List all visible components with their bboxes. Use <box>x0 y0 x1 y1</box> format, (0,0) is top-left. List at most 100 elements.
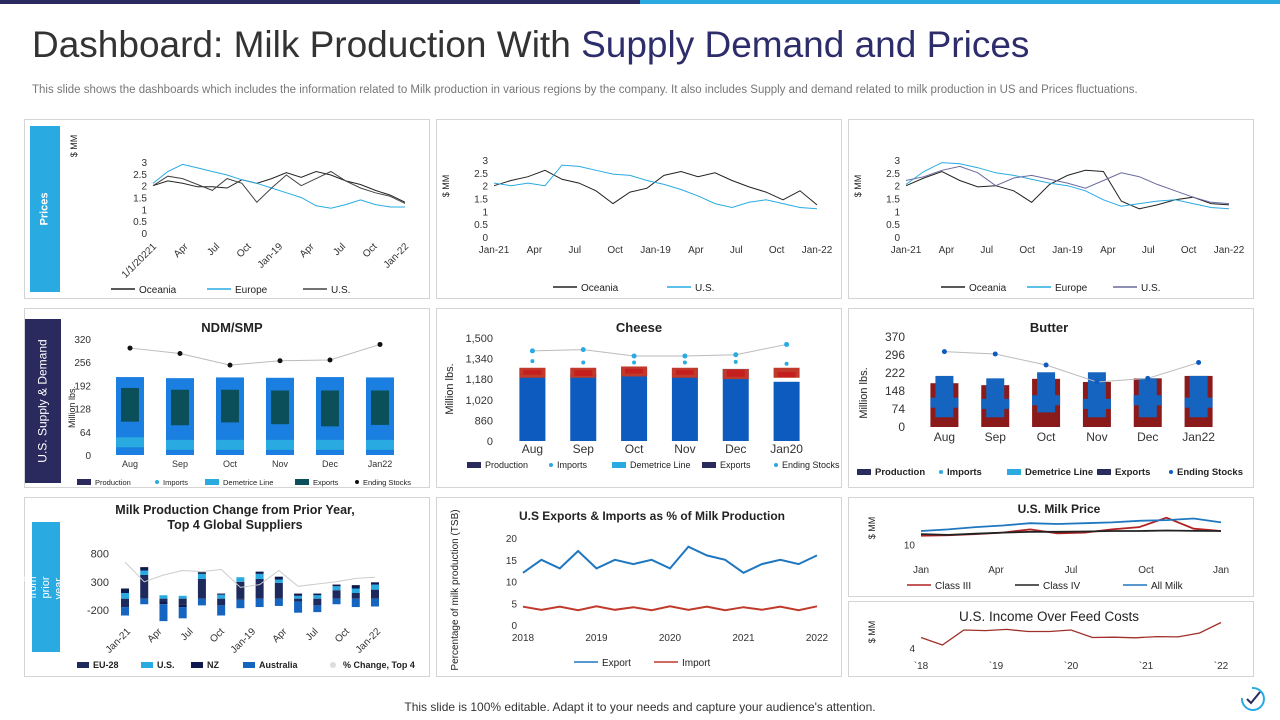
y-tick-label: 148 <box>885 384 905 398</box>
y-tick-label: 222 <box>885 366 905 380</box>
volume-bar-nz <box>140 567 149 571</box>
series-line-all-milk <box>920 517 1222 532</box>
demetrice-line-band <box>166 439 194 450</box>
prices-chart-2: 0 0.5 11.5 2 2.5 3 $ MM Jan-21 Apr Jul Oct Jan-19 Ap… <box>441 156 833 294</box>
exports-bar <box>271 390 289 425</box>
y-tick-label: 1 <box>482 207 488 218</box>
volume-bar-australia <box>159 604 168 622</box>
x-tick-label: 1/1/20221 <box>120 241 160 281</box>
x-tick-label: Jul <box>568 245 581 256</box>
legend-label: Ending Stocks <box>363 478 411 487</box>
prices-chart-3: 0 0.5 11.5 2 2.5 3 $ MM Jan-21 Apr Jul Oct Jan-19 Ap… <box>853 156 1245 294</box>
milk-price-chart: 10 $ MM Jan Apr Jul Oct Jan Class III Class IV Al… <box>867 516 1229 592</box>
volume-bar-nz <box>371 582 379 585</box>
volume-bar-nz <box>159 602 168 605</box>
volume-bar-eu-28 <box>140 575 149 599</box>
ending-stocks-marker <box>1196 360 1202 366</box>
imports-marker <box>632 360 637 365</box>
x-tick-label: Dec <box>322 459 339 469</box>
x-tick-label: Dec <box>725 442 746 456</box>
volume-bar-australia <box>313 605 322 613</box>
legend-swatch <box>1007 469 1021 475</box>
x-tick-label: Jan-19 <box>1052 245 1083 256</box>
series-line-oceania <box>152 170 406 203</box>
legend-label: Oceania <box>581 283 619 294</box>
legend-label: Imports <box>163 478 188 487</box>
ndm-panel: U.S. Supply & Demand NDM/SMP 0 64 128 192 25… <box>24 308 430 488</box>
legend-label: U.S. <box>1141 283 1160 294</box>
volume-bar-nz <box>351 585 360 589</box>
y-tick-label: 256 <box>74 358 91 369</box>
volume-bar-nz <box>274 576 283 580</box>
x-tick-label: 2019 <box>585 633 608 644</box>
y-tick-label: 296 <box>885 348 905 362</box>
x-tick-label: Sep <box>573 442 595 456</box>
exports-imports-chart: 0 5 10 15 20 Percentage of milk production (T… <box>450 509 829 670</box>
x-tick-label: 2022 <box>806 633 829 644</box>
x-tick-label: Apr <box>271 626 290 645</box>
volume-bar-u-s- <box>159 595 168 599</box>
x-tick-label: Jan-21 <box>891 245 922 256</box>
exports-bar <box>986 378 1005 418</box>
legend-swatch <box>77 662 89 668</box>
exports-imports-panel: U.S Exports & Imports as % of Milk Produ… <box>436 497 842 677</box>
ending-stocks-marker <box>377 341 383 347</box>
exports-bar <box>675 370 694 375</box>
x-tick-label: Jan-22 <box>354 626 384 656</box>
volume-bar-nz <box>332 584 341 587</box>
production-bar <box>519 368 546 441</box>
volume-bar-eu-28 <box>236 581 245 599</box>
x-tick-label: Oct <box>333 626 352 645</box>
legend-swatch <box>141 662 153 668</box>
y-tick-label: 860 <box>475 415 493 427</box>
exports-bar <box>777 372 796 378</box>
exports-bar <box>1138 378 1157 418</box>
x-tick-label: Oct <box>361 241 380 260</box>
ending-stocks-marker <box>1043 362 1049 368</box>
y-tick-label: 2 <box>141 182 147 193</box>
volume-bar-nz <box>178 604 187 608</box>
y-tick-label: 128 <box>74 405 91 416</box>
y-tick-label: 74 <box>892 402 906 416</box>
ending-stocks-marker <box>784 341 790 347</box>
y-axis-label: $ MM <box>867 517 877 540</box>
butter-chart: 0 74 148 222 296 370 Million lbs. Aug Sep Oct Nov D… <box>857 330 1243 478</box>
income-feed-panel: U.S. Income Over Feed Costs 4 $ MM `18 `19 `… <box>848 601 1254 677</box>
legend-swatch <box>1097 469 1111 475</box>
exports-bar <box>221 389 239 423</box>
footer-note: This slide is 100% editable. Adapt it to… <box>404 700 876 714</box>
ending-stocks-marker <box>177 351 183 356</box>
page-title: Dashboard: Milk Production With Supply D… <box>32 24 1030 65</box>
x-tick-label: Nov <box>1086 430 1107 444</box>
volume-bar-eu-28 <box>255 578 264 599</box>
ending-stocks-marker <box>127 345 133 351</box>
y-tick-label: 0 <box>894 233 900 244</box>
x-tick-label: Jul <box>980 245 993 256</box>
x-tick-label: Jan-21 <box>479 245 510 256</box>
y-tick-label: 1.5 <box>886 195 900 206</box>
imports-marker <box>784 361 789 366</box>
exports-bar <box>1037 372 1056 413</box>
y-axis-label: Million lbs. <box>67 386 77 428</box>
x-tick-label: Dec <box>1137 430 1158 444</box>
legend-label: Australia <box>259 660 299 670</box>
income-feed-title: U.S. Income Over Feed Costs <box>959 609 1140 624</box>
x-tick-label: Apr <box>988 565 1004 576</box>
volume-bar-eu-28 <box>332 590 341 599</box>
series-line-oceania <box>493 169 818 206</box>
x-tick-label: Jul <box>1065 565 1078 576</box>
y-tick-label: 4 <box>909 644 915 655</box>
legend-label: % Change, Top 4 <box>343 660 415 670</box>
volume-bar-u-s- <box>313 595 322 599</box>
y-tick-label: 2.5 <box>886 169 900 180</box>
y-tick-label: 370 <box>885 330 905 344</box>
x-tick-label: Apr <box>172 241 191 260</box>
x-tick-label: Aug <box>122 459 138 469</box>
x-tick-label: Aug <box>522 442 543 456</box>
legend-swatch <box>702 462 716 468</box>
volume-bar-australia <box>121 607 129 616</box>
volume-bar-australia <box>274 598 283 606</box>
series-line-class-iv <box>920 529 1222 536</box>
legend-label: Class IV <box>1043 581 1081 592</box>
volume-panel: Volume change from prior year, COO MT Mi… <box>1 497 430 677</box>
